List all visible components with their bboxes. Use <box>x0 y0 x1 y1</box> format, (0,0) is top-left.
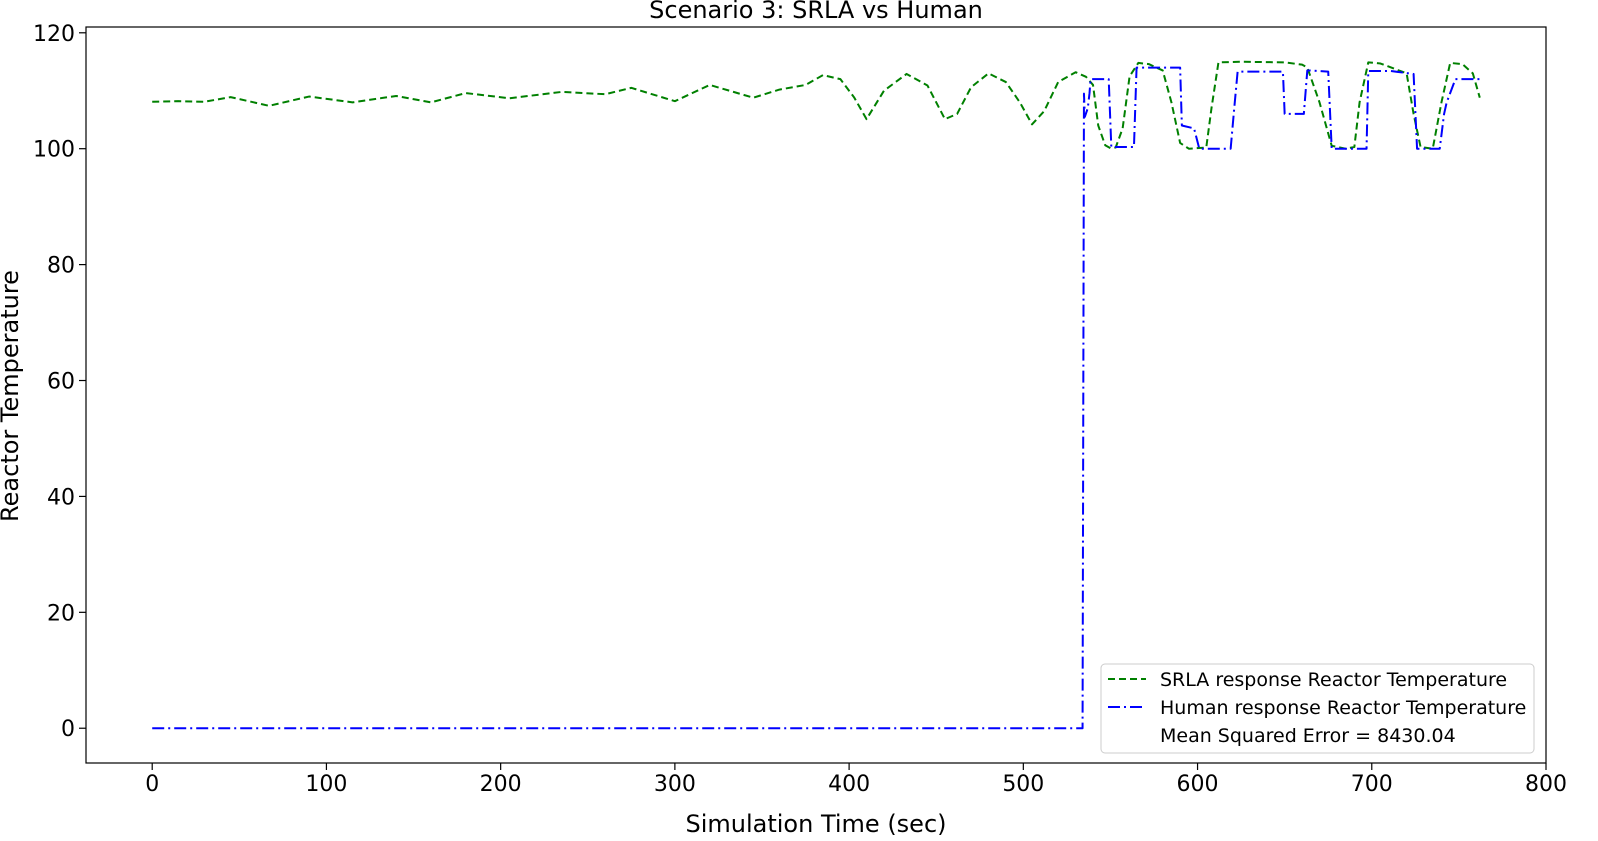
chart-title: Scenario 3: SRLA vs Human <box>649 0 983 24</box>
legend-label-human: Human response Reactor Temperature <box>1160 697 1526 719</box>
legend-label-srla: SRLA response Reactor Temperature <box>1160 669 1507 691</box>
y-tick-label: 60 <box>47 370 75 395</box>
x-tick-label: 100 <box>305 772 347 797</box>
x-tick-label: 0 <box>145 772 159 797</box>
plot-frame <box>85 26 1547 764</box>
y-axis-title: Reactor Temperature <box>0 270 24 522</box>
y-tick-label: 80 <box>47 254 75 279</box>
series-line-human <box>152 66 1480 730</box>
x-tick-label: 600 <box>1177 772 1219 797</box>
x-axis-title: Simulation Time (sec) <box>685 810 946 838</box>
x-tick-label: 500 <box>1002 772 1044 797</box>
x-tick-label: 700 <box>1351 772 1393 797</box>
y-tick-label: 120 <box>33 22 75 47</box>
plot-area <box>152 60 1481 730</box>
x-tick-label: 300 <box>654 772 696 797</box>
legend: SRLA response Reactor Temperature Human … <box>1100 663 1535 754</box>
x-tick-label: 200 <box>480 772 522 797</box>
y-tick-label: 0 <box>61 717 75 742</box>
y-tick-label: 100 <box>33 138 75 163</box>
series-line-srla <box>152 60 1481 150</box>
x-tick-label: 400 <box>828 772 870 797</box>
legend-annotation-mse: Mean Squared Error = 8430.04 <box>1160 725 1456 747</box>
y-tick-label: 40 <box>47 485 75 510</box>
axes: 0 100 200 300 400 500 600 700 800 0 20 40 60 80 100 120 <box>33 22 1567 797</box>
legend-box <box>1100 663 1535 754</box>
x-tick-label: 800 <box>1525 772 1567 797</box>
y-tick-label: 20 <box>47 601 75 626</box>
